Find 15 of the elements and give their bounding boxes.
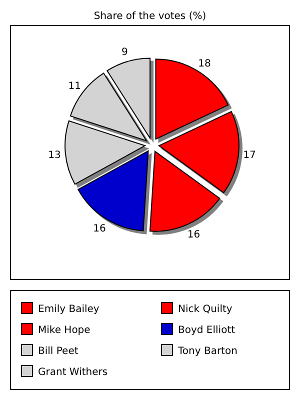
legend-label: Nick Quilty <box>178 304 232 315</box>
data-label: 16 <box>187 230 200 241</box>
data-label: 11 <box>68 80 81 92</box>
legend-label: Grant Withers <box>38 367 108 378</box>
data-label: 18 <box>198 58 211 70</box>
data-label: 13 <box>48 150 61 162</box>
legend-label: Boyd Elliott <box>178 325 236 336</box>
data-label: 16 <box>93 224 106 235</box>
legend-label: Emily Bailey <box>38 304 100 315</box>
data-label: 9 <box>121 46 128 58</box>
chart-title: Share of the votes (%) <box>94 11 206 22</box>
legend-label: Bill Peet <box>38 346 78 357</box>
data-label: 17 <box>243 150 256 162</box>
legend-label: Mike Hope <box>38 325 90 336</box>
legend-label: Tony Barton <box>177 346 238 357</box>
